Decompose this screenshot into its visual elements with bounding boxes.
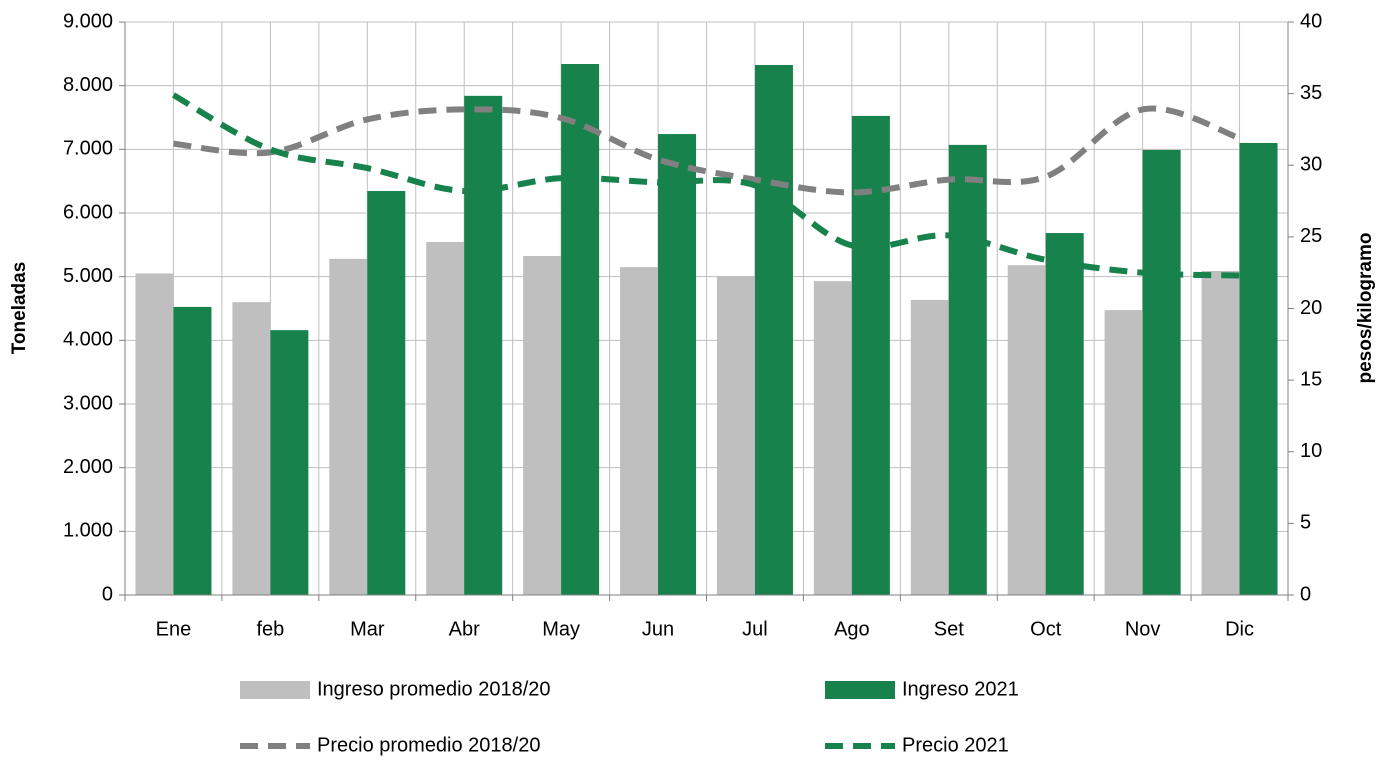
y2-tick-label: 0	[1300, 583, 1311, 605]
bar	[1142, 149, 1181, 595]
y-tick-label: 9.000	[63, 10, 113, 32]
bar	[523, 255, 562, 595]
bar	[1201, 270, 1240, 595]
x-tick-label: Mar	[350, 618, 385, 640]
y-tick-label: 1.000	[63, 520, 113, 542]
legend-label: Precio 2021	[902, 734, 1009, 756]
x-tick-label: Abr	[449, 618, 480, 640]
y2-axis-title: pesos/kilogramo	[1355, 233, 1376, 384]
y2-tick-label: 40	[1300, 10, 1322, 32]
y2-tick-label: 30	[1300, 154, 1322, 176]
legend-swatch	[825, 681, 895, 699]
legend-label: Precio promedio 2018/20	[317, 734, 540, 756]
bar	[1007, 265, 1046, 595]
bar	[367, 191, 406, 595]
y-axis-title: Toneladas	[9, 262, 30, 355]
y2-tick-label: 15	[1300, 368, 1322, 390]
bar	[658, 134, 697, 595]
line	[171, 92, 1240, 279]
y-tick-label: 6.000	[63, 201, 113, 223]
x-tick-label: Dic	[1225, 618, 1254, 640]
y-tick-label: 4.000	[63, 329, 113, 351]
bar	[426, 241, 465, 596]
y2-tick-label: 35	[1300, 82, 1322, 104]
bar	[270, 330, 309, 595]
y2-tick-label: 25	[1300, 225, 1322, 247]
bar	[1239, 142, 1278, 595]
y-tick-label: 0	[102, 583, 113, 605]
y-tick-label: 7.000	[63, 138, 113, 160]
bar	[813, 281, 852, 595]
x-tick-label: Ene	[156, 618, 192, 640]
x-tick-label: Jul	[742, 618, 768, 640]
bar	[851, 115, 890, 596]
bar	[716, 276, 755, 595]
y2-tick-label: 5	[1300, 512, 1311, 534]
y-tick-label: 5.000	[63, 265, 113, 287]
x-tick-label: Jun	[642, 618, 674, 640]
x-tick-label: feb	[256, 618, 284, 640]
legend-swatch	[240, 681, 310, 699]
bar	[173, 306, 212, 595]
bar	[754, 64, 793, 596]
legend-label: Ingreso 2021	[902, 678, 1019, 700]
bar	[620, 267, 659, 595]
y-tick-label: 2.000	[63, 456, 113, 478]
bar	[948, 144, 987, 596]
bar	[464, 95, 503, 595]
bar	[1045, 233, 1084, 595]
legend-label: Ingreso promedio 2018/20	[317, 678, 551, 700]
x-tick-label: Oct	[1030, 618, 1062, 640]
bar	[561, 64, 600, 595]
x-tick-label: Ago	[834, 618, 870, 640]
x-tick-label: Nov	[1125, 618, 1161, 640]
bar	[329, 258, 368, 595]
y-tick-label: 3.000	[63, 392, 113, 414]
bar	[232, 302, 271, 595]
x-tick-label: Set	[934, 618, 964, 640]
line	[173, 105, 1241, 196]
y2-tick-label: 10	[1300, 440, 1322, 462]
x-tick-label: May	[542, 618, 580, 640]
bar	[1104, 310, 1143, 595]
bar	[910, 299, 949, 595]
bar	[135, 273, 174, 595]
y-tick-label: 8.000	[63, 74, 113, 96]
y2-tick-label: 20	[1300, 297, 1322, 319]
